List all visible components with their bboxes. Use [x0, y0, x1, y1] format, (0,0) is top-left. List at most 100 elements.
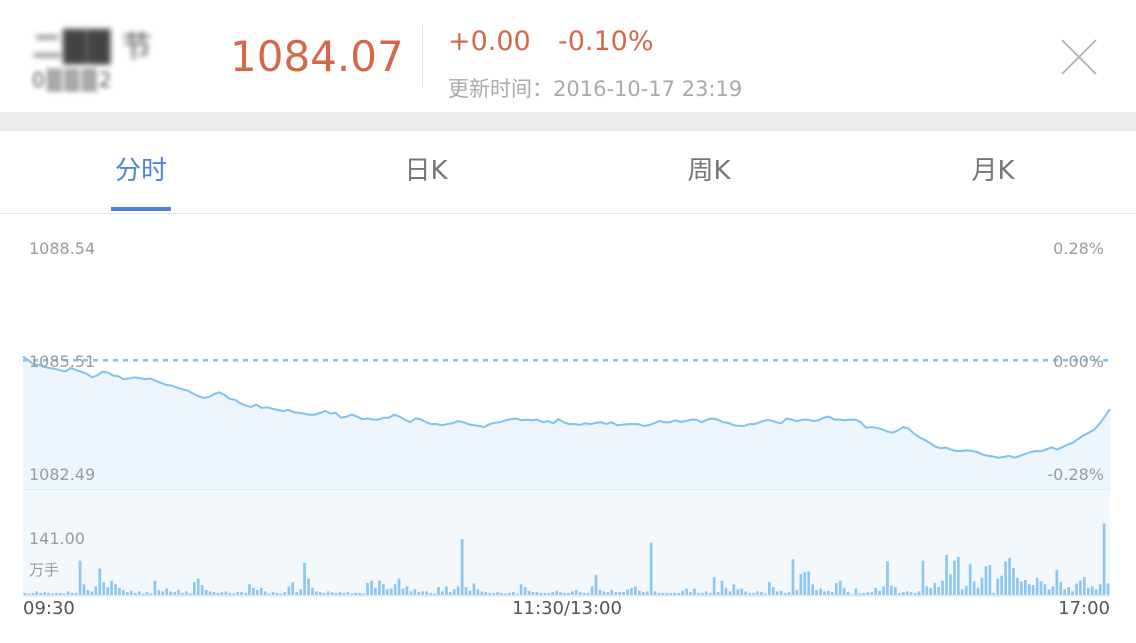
volume-bar — [925, 586, 929, 595]
volume-bar — [787, 592, 791, 595]
volume-bar — [850, 594, 854, 596]
volume-bar — [823, 591, 826, 595]
volume-bar — [212, 592, 216, 595]
volume-bar — [216, 592, 220, 595]
volume-bar — [921, 560, 925, 595]
volume-bar — [957, 557, 960, 595]
volume-bar — [972, 581, 976, 595]
volume-bar — [330, 592, 334, 595]
volume-bar — [70, 592, 74, 595]
volume-bar — [945, 554, 948, 595]
volume-bar — [137, 591, 141, 595]
volume-bar — [704, 591, 708, 595]
volume-bar — [590, 586, 594, 595]
volume-bar — [90, 591, 94, 595]
volume-bar — [626, 589, 629, 595]
volume-bar — [271, 592, 275, 595]
volume-bar — [307, 578, 310, 595]
stock-name: 二██ 节 — [32, 30, 153, 65]
volume-bar — [937, 587, 940, 595]
chart-tabs: 分时 日K 周K 月K — [0, 131, 1136, 214]
volume-bar — [488, 592, 491, 595]
volume-bar — [51, 593, 54, 595]
volume-bar — [153, 580, 157, 595]
volume-bar — [445, 586, 448, 595]
volume-bar — [669, 592, 673, 595]
volume-bar — [858, 593, 862, 595]
volume-bar — [204, 590, 208, 595]
volume-bar — [401, 588, 405, 595]
volume-bar — [291, 582, 295, 595]
volume-bar — [602, 591, 606, 595]
volume-bar — [827, 590, 830, 595]
volume-bar — [299, 589, 302, 595]
price-axis-mid: 1085.51 — [29, 352, 95, 371]
volume-bar — [661, 592, 665, 595]
volume-bar — [622, 592, 625, 595]
volume-bar — [771, 587, 775, 595]
volume-bar — [177, 590, 180, 595]
volume-bar — [901, 592, 905, 595]
volume-bar — [929, 587, 933, 595]
volume-bar — [862, 592, 866, 595]
volume-bar — [1059, 582, 1063, 595]
volume-bar — [897, 592, 901, 595]
price-axis-max: 1088.54 — [29, 239, 95, 258]
volume-bar — [1024, 580, 1027, 595]
volume-bar — [886, 561, 889, 595]
volume-bar — [23, 592, 27, 595]
tab-monthly-k[interactable]: 月K — [971, 156, 1015, 186]
volume-bar — [405, 586, 409, 595]
tab-daily-k[interactable]: 日K — [404, 156, 448, 186]
volume-bar — [98, 568, 102, 595]
time-label-midday: 11:30/13:00 — [512, 598, 622, 619]
volume-bar — [118, 587, 121, 595]
tab-weekly-k[interactable]: 周K — [687, 156, 731, 186]
volume-bar — [1027, 584, 1031, 595]
volume-bar — [114, 584, 117, 595]
tab-intraday[interactable]: 分时 — [114, 156, 167, 186]
volume-bar — [578, 592, 582, 595]
volume-bar — [567, 592, 570, 595]
volume-bar — [779, 590, 783, 595]
time-label-open: 09:30 — [23, 598, 75, 619]
time-label-close: 17:00 — [1058, 598, 1110, 619]
volume-bar — [200, 585, 204, 595]
volume-bar — [1090, 586, 1094, 595]
volume-bar — [393, 584, 397, 595]
volume-bar — [630, 587, 633, 595]
volume-bar — [882, 586, 885, 595]
update-time-label: 更新时间： — [448, 77, 553, 101]
volume-bar — [1016, 577, 1019, 595]
volume-bar — [519, 584, 523, 595]
volume-bar — [764, 593, 767, 595]
volume-bar — [1106, 583, 1110, 595]
volume-bar — [531, 592, 535, 595]
volume-bar — [78, 560, 82, 595]
volume-bar — [618, 592, 621, 595]
volume-bar — [846, 592, 850, 595]
volume-bar — [342, 592, 346, 595]
volume-bar — [315, 591, 318, 595]
volume-bar — [870, 592, 874, 595]
volume-bar — [189, 593, 192, 595]
volume-bar — [748, 592, 751, 595]
volume-bar — [366, 582, 369, 595]
volume-bar — [334, 592, 338, 595]
volume-bar — [275, 592, 279, 595]
volume-bar — [665, 592, 669, 595]
volume-bar — [1094, 589, 1098, 595]
volume-bar — [169, 591, 172, 595]
volume-bar — [508, 592, 511, 595]
volume-bar — [803, 572, 807, 595]
volume-bar — [433, 593, 436, 595]
volume-bar — [547, 592, 551, 595]
volume-bar — [673, 592, 677, 595]
volume-bar — [815, 590, 818, 595]
volume-bar — [346, 592, 350, 595]
close-icon[interactable] — [1058, 36, 1100, 78]
volume-bar — [66, 591, 70, 595]
volume-bar — [653, 591, 657, 595]
volume-bar — [295, 592, 299, 595]
intraday-chart[interactable]: 1088.54 1085.51 1082.49 0.28% 0.00% -0.2… — [0, 214, 1136, 639]
